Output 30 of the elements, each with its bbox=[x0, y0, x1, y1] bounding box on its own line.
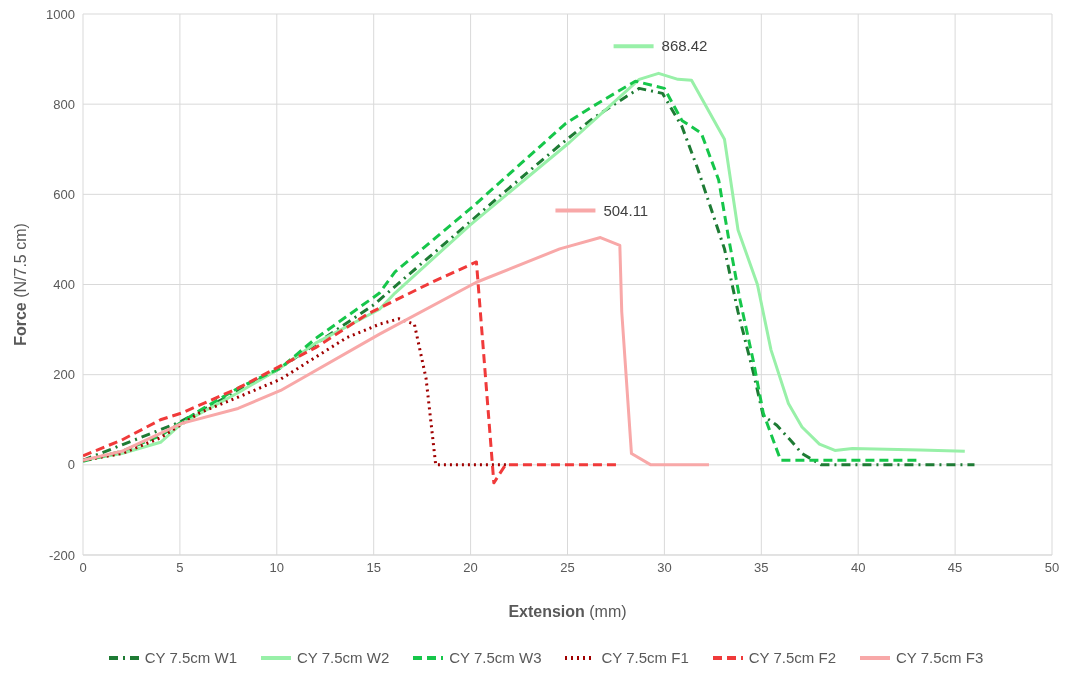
x-axis-title: Extension (mm) bbox=[508, 603, 627, 620]
x-tick-label: 15 bbox=[366, 560, 381, 576]
legend-label: CY 7.5cm W3 bbox=[449, 649, 542, 666]
y-tick-label: 400 bbox=[53, 277, 75, 293]
x-tick-label: 50 bbox=[1044, 560, 1060, 576]
x-tick-label: 20 bbox=[463, 560, 478, 576]
legend-label: CY 7.5cm F1 bbox=[601, 649, 689, 666]
annotation: 868.42 bbox=[661, 37, 708, 55]
y-tick-label: 200 bbox=[53, 367, 75, 383]
legend-label: CY 7.5cm W1 bbox=[144, 649, 237, 666]
legend-label: CY 7.5cm F3 bbox=[896, 649, 984, 666]
x-tick-label: 10 bbox=[269, 560, 285, 576]
line-series bbox=[83, 236, 711, 467]
y-tick-label: 800 bbox=[53, 96, 75, 112]
y-tick-label: 600 bbox=[53, 186, 75, 202]
y-axis-title: Force (N/7.5 cm) bbox=[12, 223, 29, 346]
x-tick-label: 35 bbox=[754, 560, 769, 576]
x-tick-label: 25 bbox=[560, 560, 575, 576]
x-tick-label: 30 bbox=[657, 560, 672, 576]
legend-label: CY 7.5cm F2 bbox=[748, 649, 836, 666]
x-tick-label: 5 bbox=[176, 560, 184, 576]
y-tick-label: -200 bbox=[48, 547, 75, 563]
line-series bbox=[83, 260, 618, 485]
y-tick-label: 0 bbox=[67, 457, 75, 473]
x-tick-label: 0 bbox=[79, 560, 87, 576]
y-tick-label: 1000 bbox=[46, 6, 75, 22]
annotation: 504.11 bbox=[603, 201, 649, 219]
x-tick-label: 45 bbox=[947, 560, 963, 576]
x-tick-label: 40 bbox=[850, 560, 866, 576]
legend-label: CY 7.5cm W2 bbox=[296, 649, 390, 666]
